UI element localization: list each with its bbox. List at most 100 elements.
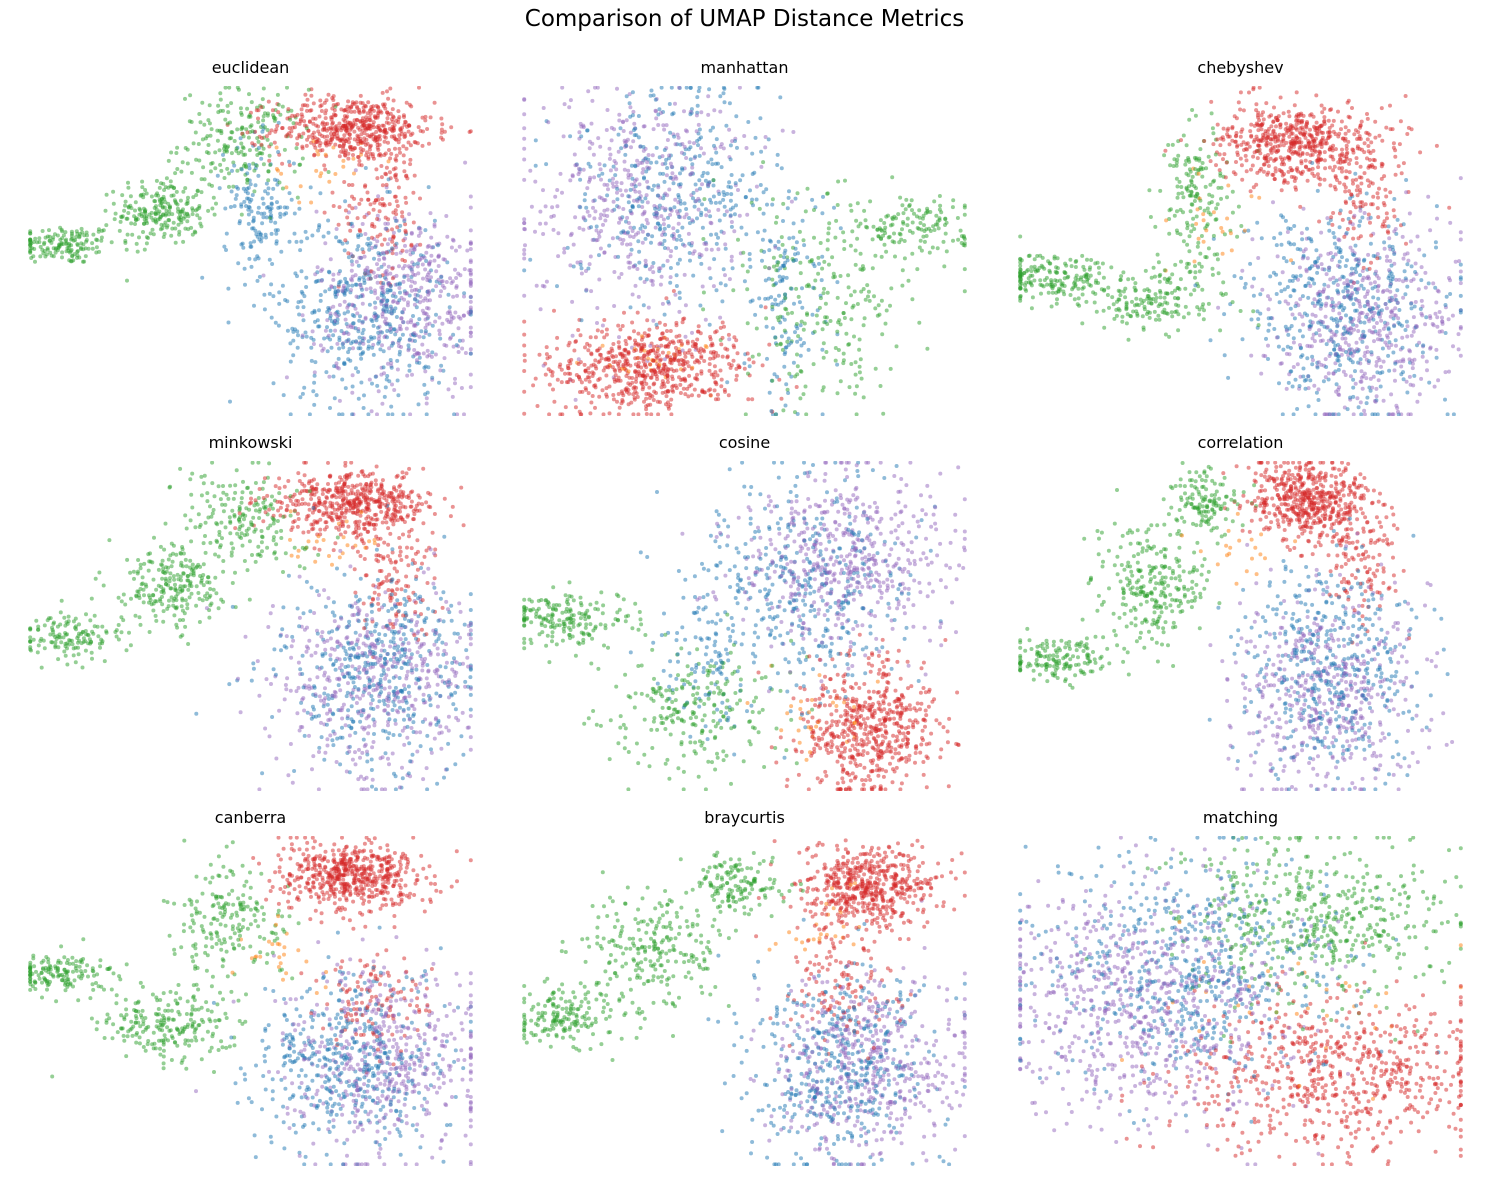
scatter-point (894, 344, 899, 349)
scatter-point (574, 339, 578, 344)
scatter-point (724, 209, 729, 214)
scatter-point (676, 339, 681, 344)
scatter-point (745, 287, 750, 292)
scatter-point (112, 217, 117, 222)
scatter-point (645, 352, 650, 357)
scatter-point (366, 271, 371, 276)
scatter-point (67, 258, 72, 263)
scatter-point (377, 257, 382, 262)
scatter-point (823, 301, 828, 306)
scatter-point (287, 163, 292, 168)
scatter-point (406, 123, 411, 128)
scatter-point (563, 371, 567, 376)
scatter-point (642, 209, 647, 214)
scatter-point (356, 134, 361, 139)
scatter-point (695, 95, 700, 100)
scatter-point (588, 164, 593, 169)
scatter-point (185, 147, 190, 152)
scatter-point (299, 289, 304, 294)
scatter-point (811, 362, 816, 367)
scatter-point (654, 109, 658, 114)
scatter-point (951, 238, 955, 243)
scatter-point (342, 362, 347, 366)
scatter-point (950, 205, 955, 210)
scatter-point (321, 234, 326, 239)
scatter-point (730, 266, 735, 271)
scatter-point (621, 229, 626, 234)
scatter-point (264, 181, 269, 186)
scatter-point (658, 337, 663, 342)
scatter-point (704, 213, 709, 218)
scatter-point (406, 264, 411, 269)
scatter-point (1190, 174, 1195, 179)
scatter-point (343, 317, 348, 322)
scatter-point (307, 412, 312, 416)
scatter-point (457, 338, 462, 343)
scatter-point (331, 304, 336, 309)
scatter-point (1211, 236, 1216, 241)
scatter-point (636, 294, 641, 299)
scatter-point (866, 289, 871, 294)
scatter-point (309, 345, 314, 350)
scatter-point (454, 248, 458, 253)
scatter-point (593, 358, 598, 363)
scatter-point (393, 306, 398, 311)
scatter-point (280, 283, 285, 288)
scatter-point (771, 264, 776, 269)
scatter-point (356, 109, 361, 114)
scatter-point (297, 312, 302, 317)
scatter-point (266, 169, 271, 174)
scatter-point (253, 183, 258, 188)
scatter-point (339, 107, 344, 112)
scatter-point (373, 135, 378, 140)
scatter-point (763, 265, 768, 270)
scatter-point (166, 201, 171, 206)
scatter-point (958, 228, 963, 233)
scatter-point (403, 230, 408, 235)
scatter-point (229, 101, 234, 106)
scatter-point (248, 124, 253, 129)
scatter-point (402, 160, 407, 165)
scatter-point (313, 145, 318, 150)
scatter-point (393, 208, 398, 213)
scatter-point (175, 145, 180, 150)
scatter-point (817, 305, 822, 310)
scatter-point (123, 199, 128, 204)
scatter-point (794, 286, 799, 291)
scatter-point (1413, 300, 1418, 304)
scatter-point (852, 289, 857, 294)
scatter-point (649, 160, 653, 165)
scatter-point (1355, 184, 1360, 189)
scatter-point (337, 143, 342, 148)
scatter-point (802, 321, 807, 326)
scatter-point (723, 273, 727, 278)
scatter-point (693, 182, 698, 187)
scatter-point (337, 121, 342, 126)
scatter-point (365, 150, 369, 155)
scatter-point (373, 275, 378, 279)
scatter-point (448, 276, 453, 281)
scatter-point (347, 302, 352, 307)
scatter-point (626, 200, 631, 205)
scatter-point (687, 384, 692, 389)
scatter-point (662, 357, 667, 362)
scatter-point (332, 364, 337, 369)
scatter-point (1286, 301, 1291, 306)
scatter-point (383, 275, 387, 280)
scatter-point (522, 177, 527, 182)
scatter-point (360, 301, 365, 306)
scatter-point (735, 145, 739, 150)
scatter-point (468, 385, 473, 390)
scatter-point (294, 146, 299, 151)
scatter-point (1448, 220, 1453, 225)
scatter-point (432, 100, 437, 105)
scatter-point (416, 233, 421, 238)
scatter-point (437, 315, 442, 320)
scatter-point (584, 287, 589, 292)
scatter-point (610, 348, 615, 353)
scatter-point (440, 283, 445, 288)
scatter-point (624, 118, 629, 123)
scatter-point (408, 248, 413, 253)
scatter-point (448, 320, 453, 325)
scatter-point (531, 383, 536, 388)
